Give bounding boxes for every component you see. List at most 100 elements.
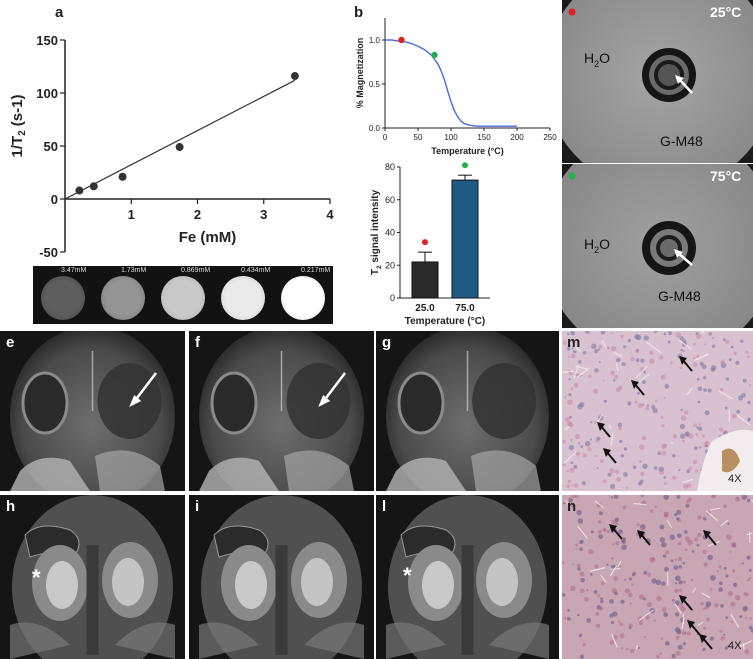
cell-nucleus xyxy=(573,464,578,469)
cell-nucleus xyxy=(725,339,730,344)
histology-n: n 4X xyxy=(562,495,753,659)
cell-nucleus xyxy=(731,413,737,419)
cell-nucleus xyxy=(571,495,577,499)
cell-nucleus xyxy=(655,399,658,403)
cell-nucleus xyxy=(594,368,599,373)
cell-nucleus xyxy=(566,484,570,489)
cell-nucleus xyxy=(719,387,724,392)
cell-nucleus xyxy=(645,406,650,411)
sinusoid xyxy=(739,639,753,648)
cell-nucleus xyxy=(638,481,642,486)
panel-label-l: l xyxy=(382,498,387,515)
phantom-concentration-label: 0.217mM xyxy=(301,267,331,274)
cell-nucleus xyxy=(640,495,645,497)
cell-nucleus xyxy=(744,649,750,655)
cell-nucleus xyxy=(705,444,708,448)
cell-nucleus xyxy=(730,541,737,548)
cell-nucleus xyxy=(611,345,617,352)
cell-nucleus xyxy=(714,603,719,608)
chart-b-signal: 0 20 40 60 80 25.0 75.0 Temperature (°C) T2 sign… xyxy=(370,162,490,327)
cell-nucleus xyxy=(563,617,567,620)
cell-nucleus xyxy=(747,419,750,422)
cell-nucleus xyxy=(634,334,640,340)
cell-nucleus xyxy=(678,468,681,472)
sinusoid xyxy=(613,352,623,358)
sinusoid xyxy=(697,621,704,627)
cell-nucleus xyxy=(655,579,662,586)
cell-nucleus xyxy=(739,615,743,619)
cell-nucleus xyxy=(616,357,621,363)
cell-nucleus xyxy=(732,569,736,573)
cell-nucleus xyxy=(748,568,752,572)
cell-nucleus xyxy=(562,560,565,565)
sinusoid xyxy=(674,603,682,614)
arrowhead-icon xyxy=(603,448,611,457)
cell-nucleus xyxy=(567,399,573,405)
cell-nucleus xyxy=(595,439,599,443)
cell-nucleus xyxy=(593,388,599,394)
cell-nucleus xyxy=(686,483,692,488)
cell-nucleus xyxy=(659,652,663,655)
cell-nucleus xyxy=(682,580,686,584)
cell-nucleus xyxy=(601,581,605,585)
cell-nucleus xyxy=(575,543,579,547)
cell-nucleus xyxy=(663,612,669,617)
sinusoid xyxy=(705,510,718,521)
cell-nucleus xyxy=(672,475,677,480)
y-tick-label: 60 xyxy=(385,195,395,205)
cell-nucleus xyxy=(580,578,585,583)
sinusoid xyxy=(646,341,662,354)
mri-scan-f: f xyxy=(189,331,374,491)
x-tick-label: 100 xyxy=(444,133,458,142)
cell-nucleus xyxy=(590,573,593,576)
cell-nucleus xyxy=(637,391,640,395)
cell-nucleus xyxy=(679,433,686,439)
cell-nucleus xyxy=(709,587,713,591)
y-tick-label: 0.0 xyxy=(369,124,381,133)
cell-nucleus xyxy=(720,360,724,365)
cell-nucleus xyxy=(625,647,629,651)
cell-nucleus xyxy=(703,562,708,567)
cell-nucleus xyxy=(734,594,741,601)
cell-nucleus xyxy=(665,641,670,646)
data-point xyxy=(118,172,127,181)
cell-nucleus xyxy=(736,496,740,500)
cell-nucleus xyxy=(684,536,690,542)
sinusoid xyxy=(610,433,614,446)
cell-nucleus xyxy=(659,470,665,475)
cell-nucleus xyxy=(742,378,747,383)
arrowhead-icon xyxy=(318,395,331,407)
cell-nucleus xyxy=(614,517,620,523)
cell-nucleus xyxy=(600,331,606,335)
cell-nucleus xyxy=(677,533,682,539)
x-tick-label: 200 xyxy=(510,133,524,142)
cell-nucleus xyxy=(582,453,587,458)
marker-point xyxy=(431,51,438,59)
cell-nucleus xyxy=(635,349,639,354)
y-tick-label: -50 xyxy=(39,245,58,260)
y-tick-label: 0 xyxy=(51,192,58,207)
arrowhead-icon xyxy=(703,530,711,539)
cell-nucleus xyxy=(602,479,607,483)
cell-nucleus xyxy=(686,499,691,504)
cell-nucleus xyxy=(748,576,752,580)
phantom-strip: 3.47mM 1.73mM 0.869mM 0.434mM 0.217mM xyxy=(33,266,333,324)
cell-nucleus xyxy=(634,400,638,404)
cell-nucleus xyxy=(663,332,667,336)
marker-point xyxy=(462,162,468,169)
cell-nucleus xyxy=(697,515,702,520)
cell-nucleus xyxy=(611,519,614,522)
cell-nucleus xyxy=(745,350,749,354)
sinusoid xyxy=(569,342,582,352)
cell-nucleus xyxy=(643,597,646,601)
cell-nucleus xyxy=(675,635,680,640)
cell-nucleus xyxy=(569,467,575,473)
data-point xyxy=(175,143,184,152)
cell-nucleus xyxy=(590,530,594,534)
cell-nucleus xyxy=(579,588,585,594)
cell-nucleus xyxy=(571,347,575,350)
cell-nucleus xyxy=(659,355,664,360)
cell-nucleus xyxy=(562,439,566,444)
sinusoid xyxy=(594,414,603,427)
cell-nucleus xyxy=(566,469,569,473)
